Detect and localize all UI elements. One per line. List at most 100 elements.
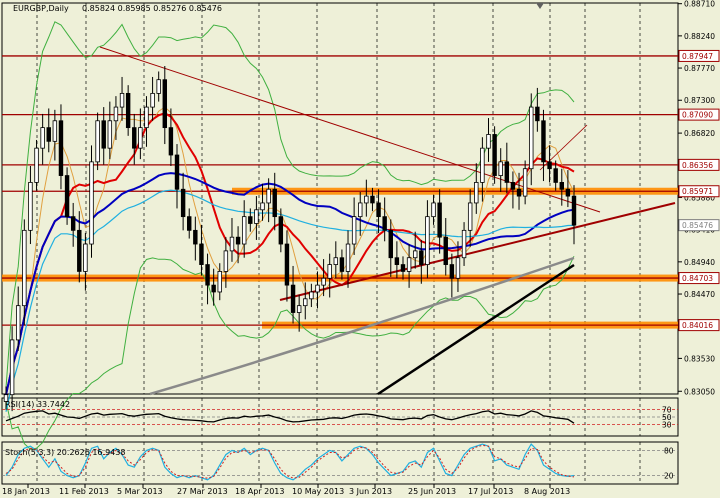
price-tick-label: 0.84470 — [684, 290, 715, 299]
candle — [260, 183, 265, 221]
candle — [474, 163, 479, 214]
candle-body — [486, 134, 491, 149]
candle — [64, 167, 70, 225]
candle — [107, 101, 113, 160]
candle — [3, 386, 9, 410]
stoch-panel-frame — [1, 441, 679, 485]
price-tick-label: 0.86820 — [684, 129, 715, 138]
candle — [535, 87, 540, 132]
candle-body — [199, 243, 204, 265]
candle-body — [278, 216, 284, 245]
candle — [315, 271, 320, 309]
candle-body — [138, 127, 143, 149]
candle — [498, 148, 503, 192]
price-label-box — [678, 158, 720, 171]
candle — [58, 104, 64, 190]
candle-body — [394, 257, 400, 265]
candle — [547, 145, 552, 183]
candle-body — [364, 195, 369, 204]
candle-body — [229, 236, 235, 252]
ohlc-readout: 0.85824 0.85985 0.85276 0.85476 — [82, 4, 222, 13]
candle-body — [522, 168, 528, 197]
candle — [541, 109, 546, 182]
candle-body — [498, 161, 503, 176]
candle — [125, 85, 131, 136]
candle — [486, 118, 491, 162]
candle — [83, 233, 88, 291]
candle — [504, 142, 510, 194]
candle-body — [260, 202, 265, 211]
candle — [248, 208, 253, 232]
descending-trendline — [99, 46, 601, 213]
candle-body — [333, 257, 339, 265]
candle-body — [187, 216, 192, 231]
candle — [284, 230, 290, 302]
candle-body — [223, 250, 229, 272]
candle — [303, 282, 308, 320]
rsi-line — [5, 410, 575, 424]
candle-body — [113, 106, 119, 122]
candle-body — [345, 243, 351, 272]
candle — [351, 197, 357, 255]
candle-body — [327, 264, 332, 279]
candle — [461, 222, 467, 266]
candle — [437, 189, 442, 254]
date-label: 27 Mar 2013 — [177, 487, 228, 496]
price-label-box — [678, 272, 720, 285]
candle — [52, 109, 58, 161]
candle-body — [412, 250, 418, 259]
candle-body — [101, 120, 106, 149]
candle — [180, 172, 186, 231]
date-label: 17 Jul 2013 — [468, 487, 513, 496]
candle — [205, 253, 210, 305]
candle-body — [266, 188, 271, 204]
candle-body — [83, 243, 88, 272]
date-label: 3 Jun 2013 — [349, 487, 392, 496]
price-label: 0.84703 — [682, 274, 713, 283]
candle — [156, 71, 161, 102]
candle-body — [174, 154, 180, 190]
candle-body — [467, 202, 473, 231]
candle — [309, 283, 314, 308]
candle-body — [107, 120, 113, 149]
candle-body — [504, 161, 510, 183]
date-label: 10 May 2013 — [292, 487, 344, 496]
ma-orange-line — [5, 106, 575, 395]
candle — [370, 187, 375, 212]
candle — [223, 237, 229, 288]
price-panel-frame — [1, 2, 679, 395]
candle — [229, 218, 235, 262]
candle-body — [3, 394, 9, 402]
candle — [193, 216, 198, 261]
candle — [449, 253, 455, 298]
candle — [565, 170, 571, 208]
candle-body — [16, 305, 21, 341]
candle — [290, 265, 296, 324]
candle — [516, 172, 522, 210]
candle-body — [559, 182, 564, 190]
price-tick-label: 0.87770 — [684, 64, 715, 73]
candle-body — [58, 120, 64, 176]
candle-body — [217, 271, 222, 293]
candle-body — [156, 79, 161, 94]
date-label: 25 Jun 2013 — [408, 487, 456, 496]
candle-body — [461, 229, 467, 259]
candle — [443, 218, 448, 276]
candle-body — [480, 147, 485, 183]
rsi-level-label: 30 — [662, 421, 672, 430]
candle — [70, 202, 76, 247]
candle-body — [406, 257, 412, 272]
candle — [95, 112, 100, 171]
candle-body — [168, 127, 174, 156]
candle-body — [376, 202, 381, 218]
date-label: 18 Apr 2013 — [235, 487, 284, 496]
price-label-box — [678, 319, 720, 332]
candle — [559, 168, 564, 206]
stoch-level-label: 80 — [664, 446, 674, 455]
candle-body — [303, 298, 308, 307]
candle — [22, 219, 27, 325]
candle — [266, 178, 271, 223]
candle-body — [370, 195, 375, 204]
candle-body — [474, 182, 479, 204]
